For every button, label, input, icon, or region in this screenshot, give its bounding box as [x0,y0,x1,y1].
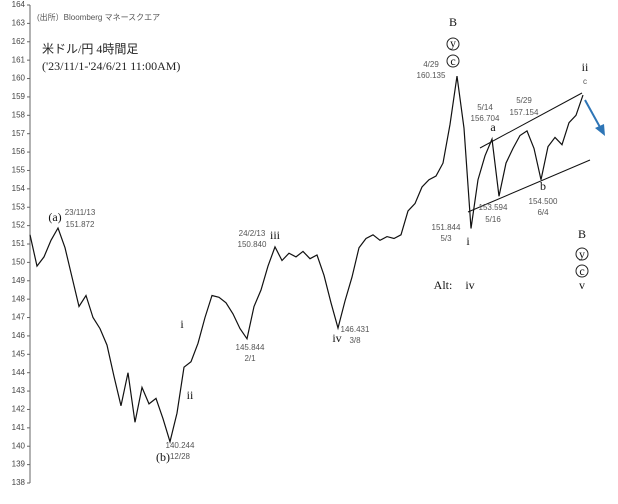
price-line [29,76,584,444]
annotation: 6/4 [537,208,549,217]
y-tick-label: 144 [12,368,26,377]
annotation: 157.154 [510,108,539,117]
annotation: Alt: [434,278,453,292]
y-tick-label: 160 [12,74,26,83]
annotation: 5/16 [485,215,501,224]
y-tick-label: 162 [12,37,26,46]
y-tick-label: 154 [12,184,26,193]
annotation: i [180,317,184,331]
annotation: 4/29 [423,60,439,69]
y-tick-label: 146 [12,331,26,340]
y-tick-label: 141 [12,423,26,432]
annotation: 150.840 [238,240,267,249]
annotation: ii [582,60,589,74]
annotation: 151.872 [66,220,95,229]
annotation: c [583,77,587,86]
annotation: 146.431 [341,325,370,334]
y-tick-label: 149 [12,276,26,285]
y-tick-label: 145 [12,349,26,358]
y-tick-label: 156 [12,147,26,156]
annotation: iv [332,331,341,345]
annotation: c [579,264,584,278]
y-tick-label: 159 [12,92,26,101]
annotation: ii [187,388,194,402]
annotation: 160.135 [417,71,446,80]
y-tick-label: 150 [12,257,26,266]
y-tick-label: 155 [12,166,26,175]
channel-lower [467,159,591,213]
annotation: 5/14 [477,103,493,112]
y-tick-label: 138 [12,478,26,487]
chart-subtitle: ('23/11/1-'24/6/21 11:00AM) [42,59,180,73]
source: (出所）Bloomberg マネースクエア [37,12,160,22]
arrow-head [595,124,605,136]
annotation: 2/1 [244,354,256,363]
annotation: y [450,36,456,50]
y-tick-label: 147 [12,313,26,322]
annotation: 5/3 [440,234,452,243]
y-tick-label: 158 [12,110,26,119]
arrow [584,99,602,130]
annotation: i [466,234,470,248]
y-tick-label: 157 [12,129,26,138]
annotation: a [490,120,496,134]
y-tick-label: 153 [12,202,26,211]
y-tick-label: 143 [12,386,26,395]
annotation: 24/2/13 [239,229,266,238]
circle [575,247,589,261]
annotation: 156.704 [471,114,500,123]
y-tick-label: 140 [12,441,26,450]
annotation: 5/29 [516,96,532,105]
annotation: b [540,179,546,193]
annotation: 3/8 [349,336,361,345]
y-tick-label: 152 [12,221,26,230]
circle [575,264,589,278]
annotation: 151.844 [432,223,461,232]
annotation: iv [465,278,474,292]
y-tick-label: 163 [12,18,26,27]
y-tick-label: 139 [12,460,26,469]
y-tick-label: 151 [12,239,26,248]
annotation: 153.594 [479,203,508,212]
y-tick-label: 164 [12,0,26,9]
chart-title: 米ドル/円 4時間足 [42,42,138,56]
y-tick-label: 142 [12,405,26,414]
annotation: 140.244 [166,441,195,450]
y-tick-label: 148 [12,294,26,303]
channel-upper [479,92,583,149]
annotation: v [579,278,585,292]
annotation: 145.844 [236,343,265,352]
annotation: 12/28 [170,452,191,461]
annotation: (a) [48,210,61,224]
annotation: B [578,227,586,241]
annotation: y [579,247,585,261]
annotation: 154.500 [529,197,558,206]
circle [446,37,460,51]
annotation: c [450,54,455,68]
y-tick-label: 161 [12,55,26,64]
annotation: B [449,15,457,29]
circle [446,54,460,68]
annotation: (b) [156,450,170,464]
annotation: iii [270,228,281,242]
annotation: 23/11/13 [65,208,96,217]
